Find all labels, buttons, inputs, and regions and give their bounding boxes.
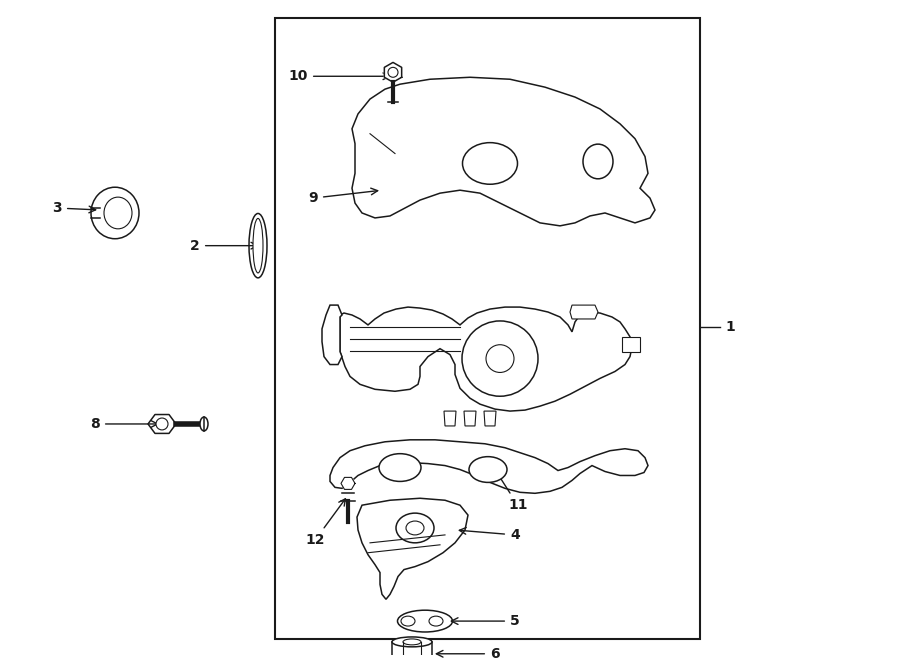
- Ellipse shape: [406, 521, 424, 535]
- Ellipse shape: [398, 610, 453, 632]
- Ellipse shape: [200, 417, 208, 431]
- Ellipse shape: [379, 453, 421, 481]
- Text: 5: 5: [451, 614, 520, 628]
- Ellipse shape: [396, 513, 434, 543]
- Ellipse shape: [104, 197, 132, 229]
- Polygon shape: [570, 305, 598, 319]
- Ellipse shape: [583, 144, 613, 178]
- Ellipse shape: [403, 639, 421, 645]
- Text: 11: 11: [491, 462, 527, 512]
- Circle shape: [388, 67, 398, 77]
- Polygon shape: [341, 477, 355, 489]
- Bar: [392, 642, 432, 661]
- Ellipse shape: [463, 143, 518, 184]
- Polygon shape: [444, 411, 456, 426]
- Ellipse shape: [429, 616, 443, 626]
- Polygon shape: [322, 305, 342, 364]
- Polygon shape: [622, 337, 640, 352]
- Polygon shape: [357, 498, 468, 600]
- Circle shape: [486, 345, 514, 372]
- Ellipse shape: [249, 214, 267, 278]
- Text: 12: 12: [305, 499, 346, 547]
- Text: 10: 10: [289, 69, 390, 83]
- Polygon shape: [384, 62, 401, 82]
- Polygon shape: [484, 411, 496, 426]
- Ellipse shape: [392, 637, 432, 647]
- Polygon shape: [340, 307, 632, 411]
- Polygon shape: [464, 411, 476, 426]
- Polygon shape: [352, 77, 655, 226]
- Ellipse shape: [469, 457, 507, 483]
- Text: 2: 2: [190, 239, 257, 253]
- Text: 6: 6: [436, 646, 500, 661]
- Circle shape: [156, 418, 168, 430]
- Polygon shape: [330, 440, 648, 493]
- Text: 4: 4: [459, 527, 520, 542]
- Circle shape: [462, 321, 538, 396]
- Polygon shape: [148, 414, 176, 434]
- Text: 7: 7: [0, 660, 1, 661]
- Bar: [275, 18, 700, 639]
- Ellipse shape: [253, 218, 263, 273]
- Ellipse shape: [91, 187, 139, 239]
- Text: 1: 1: [725, 320, 735, 334]
- Text: 8: 8: [90, 417, 158, 431]
- Text: 3: 3: [52, 201, 95, 215]
- Ellipse shape: [401, 616, 415, 626]
- Text: 9: 9: [309, 188, 378, 205]
